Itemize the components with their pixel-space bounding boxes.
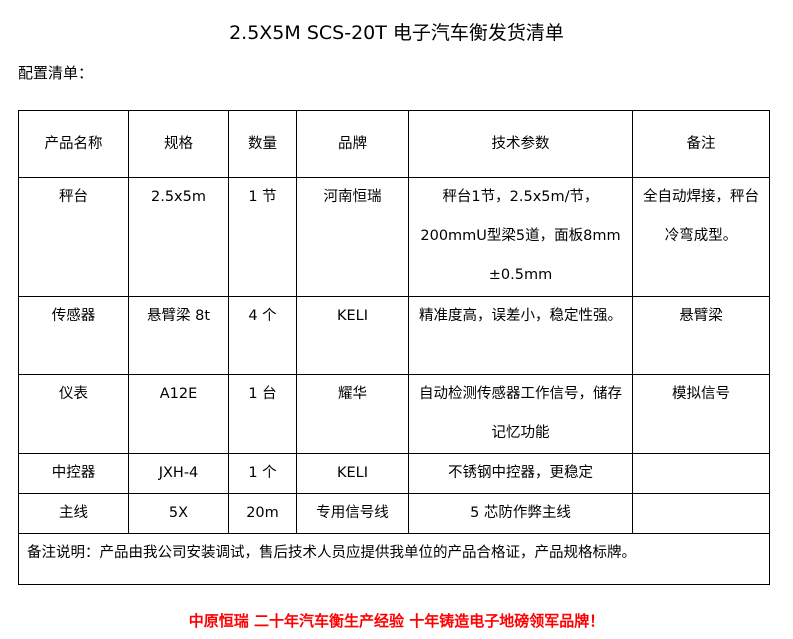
table-cell: 传感器 xyxy=(18,296,129,375)
table-cell: A12E xyxy=(128,374,229,454)
table-cell: 20m xyxy=(228,493,297,534)
table-row: 传感器 悬臂梁 8t 4 个 KELI 精准度高，误差小，稳定性强。 悬臂梁 xyxy=(18,296,770,375)
table-cell: 悬臂梁 8t xyxy=(128,296,229,375)
table-cell: 中控器 xyxy=(18,453,129,494)
note-row: 备注说明：产品由我公司安装调试，售后技术人员应提供我单位的产品合格证，产品规格标… xyxy=(18,533,770,585)
table-cell: 1 个 xyxy=(228,453,297,494)
table-cell: 耀华 xyxy=(296,374,409,454)
table-cell: 专用信号线 xyxy=(296,493,409,534)
header-cell: 数量 xyxy=(228,110,297,178)
header-cell: 规格 xyxy=(128,110,229,178)
table-cell: 仪表 xyxy=(18,374,129,454)
table-row: 主线 5X 20m 专用信号线 5 芯防作弊主线 xyxy=(18,493,770,534)
table-cell: 模拟信号 xyxy=(632,374,770,454)
table-cell: JXH-4 xyxy=(128,453,229,494)
note-text: 备注说明：产品由我公司安装调试，售后技术人员应提供我单位的产品合格证，产品规格标… xyxy=(18,533,770,585)
table-row: 中控器 JXH-4 1 个 KELI 不锈钢中控器，更稳定 xyxy=(18,453,770,494)
table-row: 秤台 2.5x5m 1 节 河南恒瑞 秤台1节，2.5x5m/节，200mmU型… xyxy=(18,177,770,297)
table-cell: 1 台 xyxy=(228,374,297,454)
table-cell: 精准度高，误差小，稳定性强。 xyxy=(408,296,633,375)
table-cell xyxy=(632,493,770,534)
table-cell: 2.5x5m xyxy=(128,177,229,297)
section-label: 配置清单： xyxy=(18,64,94,82)
table-cell: 主线 xyxy=(18,493,129,534)
table-cell: 自动检测传感器工作信号，储存记忆功能 xyxy=(408,374,633,454)
table-cell: 秤台1节，2.5x5m/节，200mmU型梁5道，面板8mm ±0.5mm xyxy=(408,177,633,297)
table-cell: 5 芯防作弊主线 xyxy=(408,493,633,534)
header-cell: 产品名称 xyxy=(18,110,129,178)
slogan: 中原恒瑞 二十年汽车衡生产经验 十年铸造电子地磅领军品牌！ xyxy=(188,612,605,630)
table-header-row: 产品名称 规格 数量 品牌 技术参数 备注 xyxy=(18,110,770,178)
table-cell: 秤台 xyxy=(18,177,129,297)
table-cell: 4 个 xyxy=(228,296,297,375)
table-cell xyxy=(632,453,770,494)
header-cell: 备注 xyxy=(632,110,770,178)
table-cell: 全自动焊接，秤台冷弯成型。 xyxy=(632,177,770,297)
table-row: 仪表 A12E 1 台 耀华 自动检测传感器工作信号，储存记忆功能 模拟信号 xyxy=(18,374,770,454)
table-cell: 5X xyxy=(128,493,229,534)
header-cell: 技术参数 xyxy=(408,110,633,178)
page-title: 2.5X5M SCS-20T 电子汽车衡发货清单 xyxy=(229,22,564,44)
table-cell: KELI xyxy=(296,296,409,375)
table-cell: 不锈钢中控器，更稳定 xyxy=(408,453,633,494)
table-cell: KELI xyxy=(296,453,409,494)
table-cell: 悬臂梁 xyxy=(632,296,770,375)
table-cell: 1 节 xyxy=(228,177,297,297)
header-cell: 品牌 xyxy=(296,110,409,178)
shipping-list-table: 产品名称 规格 数量 品牌 技术参数 备注 秤台 2.5x5m 1 节 河南恒瑞… xyxy=(18,110,770,585)
table-cell: 河南恒瑞 xyxy=(296,177,409,297)
